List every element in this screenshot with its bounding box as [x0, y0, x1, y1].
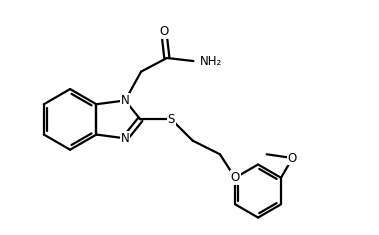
Text: N: N: [121, 94, 130, 107]
Text: S: S: [168, 113, 175, 126]
Text: N: N: [121, 132, 130, 145]
Text: O: O: [159, 25, 168, 38]
Text: O: O: [230, 171, 240, 184]
Text: O: O: [288, 152, 297, 164]
Text: NH₂: NH₂: [200, 55, 222, 67]
